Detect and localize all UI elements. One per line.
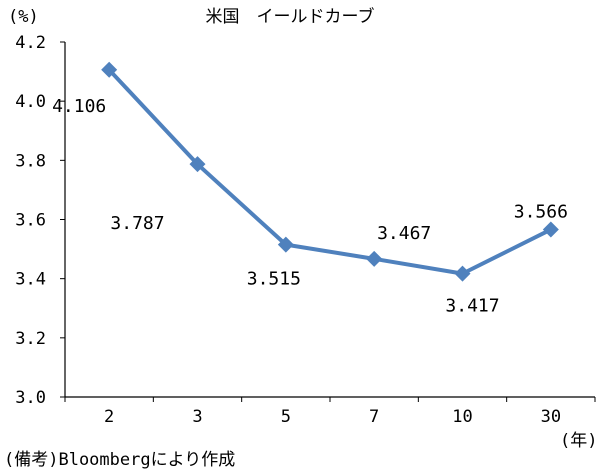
- data-label: 4.106: [52, 96, 106, 117]
- x-axis-unit-label: (年): [560, 431, 597, 451]
- y-axis-ticks: 3.0 3.2 3.4 3.6 3.8 4.0 4.2: [15, 33, 65, 408]
- data-point-marker: [189, 156, 206, 173]
- x-axis-ticks: 2 3 5 7 10 30: [64, 397, 596, 427]
- y-tick-label: 3.4: [15, 270, 46, 290]
- y-tick-label: 4.2: [15, 33, 46, 53]
- x-tick-label: 10: [452, 407, 472, 427]
- chart-title: 米国 イールドカーブ: [206, 6, 375, 27]
- y-axis-unit-label: (%): [8, 7, 39, 27]
- data-label: 3.566: [514, 202, 568, 223]
- y-tick-label: 3.8: [15, 151, 46, 171]
- series-line: [107, 68, 552, 276]
- data-point-marker: [454, 265, 471, 282]
- data-point-marker: [542, 221, 559, 238]
- y-tick-label: 3.2: [15, 329, 46, 349]
- y-tick-label: 4.0: [15, 92, 46, 112]
- y-tick-label: 3.0: [15, 388, 46, 408]
- x-tick-label: 30: [541, 407, 561, 427]
- x-tick-label: 7: [369, 407, 379, 427]
- y-tick-label: 3.6: [15, 211, 46, 231]
- data-label: 3.515: [247, 269, 301, 290]
- data-point-marker: [101, 61, 118, 78]
- data-label: 3.417: [445, 296, 499, 317]
- x-tick-label: 2: [104, 407, 114, 427]
- x-tick-label: 5: [281, 407, 291, 427]
- series-group: [101, 61, 559, 282]
- source-note: (備考)Bloombergにより作成: [4, 450, 235, 470]
- data-labels: 4.106 3.787 3.515 3.467 3.417 3.566: [52, 96, 568, 317]
- data-point-marker: [277, 236, 294, 253]
- data-label: 3.787: [110, 213, 164, 234]
- data-point-marker: [366, 250, 383, 267]
- data-label: 3.467: [377, 223, 431, 244]
- x-tick-label: 3: [192, 407, 202, 427]
